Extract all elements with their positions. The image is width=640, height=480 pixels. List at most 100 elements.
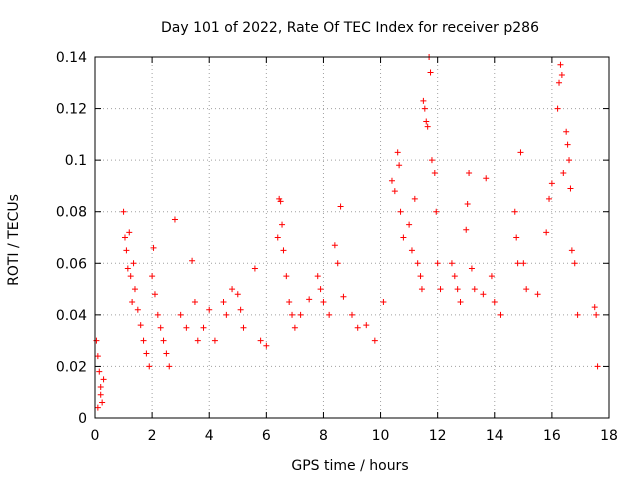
y-tick-label: 0.14 [56, 50, 87, 66]
data-point [567, 185, 574, 192]
y-tick-label: 0.1 [65, 153, 87, 169]
y-tick-label: 0.06 [56, 256, 87, 272]
data-point [149, 273, 156, 280]
y-tick-label: 0 [78, 411, 87, 427]
data-point [408, 247, 415, 254]
data-point [134, 306, 141, 313]
data-point [331, 242, 338, 249]
data-point [568, 247, 575, 254]
y-tick-label: 0.04 [56, 308, 87, 324]
data-point [564, 141, 571, 148]
data-point [464, 200, 471, 207]
data-point [150, 244, 157, 251]
data-point [574, 311, 581, 318]
data-point [414, 260, 421, 267]
data-point [146, 363, 153, 370]
data-point [363, 322, 370, 329]
data-point [124, 265, 131, 272]
data-point [548, 180, 555, 187]
data-point [557, 61, 564, 68]
x-tick-label: 14 [486, 428, 504, 444]
data-point [206, 306, 213, 313]
data-point [337, 203, 344, 210]
data-point [163, 350, 170, 357]
data-point [263, 342, 270, 349]
data-point [428, 157, 435, 164]
data-point [514, 260, 521, 267]
data-point [286, 298, 293, 305]
data-point [129, 298, 136, 305]
data-point [417, 273, 424, 280]
x-tick-label: 0 [91, 428, 100, 444]
data-point [130, 260, 137, 267]
data-point [554, 105, 561, 112]
data-point [194, 337, 201, 344]
data-point [349, 311, 355, 318]
data-point [534, 291, 541, 298]
data-point [234, 291, 241, 298]
data-point [131, 286, 138, 293]
data-point [297, 311, 304, 318]
data-point [371, 337, 378, 344]
data-point [314, 273, 321, 280]
data-point [497, 311, 504, 318]
data-point [463, 226, 470, 233]
data-point [191, 298, 198, 305]
data-point [448, 260, 455, 267]
data-point [326, 311, 333, 318]
data-point [520, 260, 527, 267]
data-point [99, 399, 106, 406]
data-point [126, 229, 133, 236]
x-tick-label: 8 [319, 428, 328, 444]
plot-border [94, 56, 610, 419]
data-point [277, 198, 284, 205]
data-point [468, 265, 475, 272]
data-point [279, 221, 286, 228]
x-tick-label: 12 [429, 428, 447, 444]
y-tick-label: 0.02 [56, 359, 87, 375]
axis-ticks: 0 2 4 6 8 10 12 14 16 18 0 0.02 0.04 0.06 0.08 0.1 0.12 0… [56, 50, 618, 444]
data-point [466, 170, 473, 177]
data-point [421, 105, 428, 112]
x-tick-label: 16 [543, 428, 561, 444]
data-point [434, 260, 441, 267]
data-point [558, 72, 565, 79]
data-point [137, 322, 144, 329]
data-point [140, 337, 147, 344]
data-point [396, 162, 403, 169]
data-point [388, 177, 395, 184]
data-point [517, 149, 524, 156]
data-point [127, 273, 134, 280]
data-point [189, 257, 196, 264]
data-point [571, 260, 578, 267]
data-point [283, 273, 290, 280]
data-point [491, 298, 498, 305]
data-point [160, 337, 167, 344]
data-point [274, 234, 281, 241]
data-point [543, 229, 550, 236]
data-point [560, 170, 567, 177]
data-point [451, 273, 458, 280]
data-point [157, 324, 164, 331]
data-point [480, 291, 487, 298]
data-point [546, 195, 553, 202]
data-point [120, 208, 127, 215]
data-point [154, 311, 161, 318]
data-point [437, 286, 444, 293]
data-point [229, 286, 236, 293]
data-point [183, 324, 190, 331]
data-point [423, 118, 430, 125]
data-point [563, 128, 570, 135]
data-point [556, 79, 563, 86]
data-point [340, 293, 347, 300]
data-point [457, 298, 464, 305]
data-point [121, 234, 128, 241]
y-tick-label: 0.12 [56, 102, 87, 118]
x-tick-label: 10 [372, 428, 390, 444]
y-tick-label: 0.08 [56, 205, 87, 221]
data-point [151, 291, 158, 298]
data-point [354, 324, 361, 331]
data-point [97, 384, 104, 391]
data-point [566, 157, 573, 164]
